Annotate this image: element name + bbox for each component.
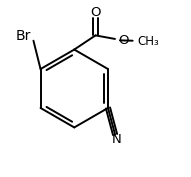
Text: O: O [118,34,129,47]
Text: O: O [90,6,101,19]
Text: Br: Br [16,29,31,43]
Text: N: N [111,133,121,146]
Text: CH₃: CH₃ [137,35,159,48]
